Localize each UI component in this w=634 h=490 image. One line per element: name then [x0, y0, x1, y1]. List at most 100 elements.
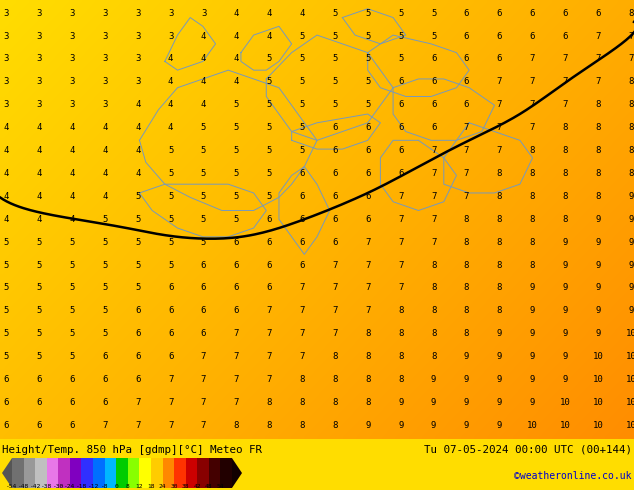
Text: Height/Temp. 850 hPa [gdmp][°C] Meteo FR: Height/Temp. 850 hPa [gdmp][°C] Meteo FR [2, 445, 262, 455]
Text: 38: 38 [182, 484, 190, 489]
Text: 7: 7 [201, 375, 206, 384]
Text: 8: 8 [299, 375, 305, 384]
Text: 3: 3 [4, 31, 9, 41]
Text: 6: 6 [266, 261, 272, 270]
Text: 3: 3 [102, 54, 108, 64]
Text: ©weatheronline.co.uk: ©weatheronline.co.uk [515, 470, 632, 481]
Text: 9: 9 [464, 352, 469, 361]
Text: 7: 7 [266, 306, 272, 316]
Text: 6: 6 [37, 421, 42, 430]
Text: Tu 07-05-2024 00:00 UTC (00+144): Tu 07-05-2024 00:00 UTC (00+144) [424, 445, 632, 455]
Text: 7: 7 [266, 375, 272, 384]
Text: 6: 6 [398, 169, 403, 178]
Text: 8: 8 [431, 261, 436, 270]
Text: 5: 5 [266, 77, 272, 86]
Text: 6: 6 [595, 9, 600, 18]
Text: 3: 3 [37, 77, 42, 86]
Text: 5: 5 [135, 192, 141, 201]
Text: 9: 9 [595, 261, 600, 270]
Text: 8: 8 [496, 284, 502, 293]
Text: 5: 5 [398, 9, 403, 18]
Bar [186, 458, 197, 488]
Text: 6: 6 [135, 306, 141, 316]
Text: 6: 6 [168, 352, 173, 361]
Text: 4: 4 [266, 9, 272, 18]
Text: 8: 8 [398, 306, 403, 316]
Text: 8: 8 [628, 169, 633, 178]
Text: 8: 8 [266, 398, 272, 407]
Text: 6: 6 [135, 375, 141, 384]
Text: 4: 4 [234, 54, 239, 64]
Text: 5: 5 [201, 238, 206, 246]
Text: 18: 18 [147, 484, 155, 489]
Text: 9: 9 [464, 398, 469, 407]
Text: 7: 7 [201, 398, 206, 407]
Text: 7: 7 [299, 329, 305, 338]
Bar [116, 458, 128, 488]
Text: 6: 6 [102, 398, 108, 407]
Text: 7: 7 [299, 284, 305, 293]
Text: 6: 6 [201, 284, 206, 293]
Text: 9: 9 [431, 375, 436, 384]
Text: 4: 4 [37, 192, 42, 201]
Text: 10: 10 [626, 329, 634, 338]
Text: 7: 7 [135, 398, 141, 407]
Text: 5: 5 [299, 77, 305, 86]
Text: 7: 7 [365, 284, 371, 293]
Text: 5: 5 [37, 284, 42, 293]
Text: 7: 7 [332, 284, 338, 293]
Text: 0: 0 [114, 484, 118, 489]
Text: 3: 3 [201, 9, 206, 18]
Text: 5: 5 [4, 329, 9, 338]
Text: 8: 8 [299, 421, 305, 430]
Text: 6: 6 [332, 215, 338, 224]
Text: 3: 3 [69, 9, 75, 18]
Text: 5: 5 [365, 54, 371, 64]
Text: 4: 4 [201, 31, 206, 41]
Text: 7: 7 [464, 192, 469, 201]
Text: 5: 5 [332, 77, 338, 86]
Text: 5: 5 [69, 352, 75, 361]
Text: 4: 4 [135, 123, 141, 132]
Text: 10: 10 [560, 421, 571, 430]
Text: 8: 8 [398, 352, 403, 361]
Text: 3: 3 [135, 9, 141, 18]
Text: -24: -24 [64, 484, 75, 489]
Text: 6: 6 [365, 215, 371, 224]
Text: 5: 5 [168, 146, 173, 155]
Text: 10: 10 [593, 352, 604, 361]
Text: 3: 3 [168, 9, 173, 18]
Text: 5: 5 [266, 169, 272, 178]
Text: 7: 7 [332, 306, 338, 316]
Text: 9: 9 [562, 284, 568, 293]
Text: 5: 5 [332, 9, 338, 18]
Bar [82, 458, 93, 488]
Text: 6: 6 [431, 123, 436, 132]
Text: 9: 9 [529, 375, 535, 384]
Text: 5: 5 [266, 146, 272, 155]
Text: 5: 5 [201, 146, 206, 155]
Text: 5: 5 [332, 31, 338, 41]
Text: 5: 5 [4, 238, 9, 246]
Text: 54: 54 [217, 484, 224, 489]
Text: 5: 5 [37, 352, 42, 361]
Text: 7: 7 [266, 329, 272, 338]
Text: 8: 8 [628, 100, 633, 109]
Text: 8: 8 [595, 169, 600, 178]
Text: 5: 5 [365, 100, 371, 109]
Text: 4: 4 [201, 100, 206, 109]
Text: 9: 9 [628, 261, 633, 270]
Text: 3: 3 [4, 54, 9, 64]
Text: 4: 4 [4, 123, 9, 132]
Text: 5: 5 [234, 146, 239, 155]
Text: 5: 5 [69, 329, 75, 338]
Text: 42: 42 [193, 484, 201, 489]
Text: 6: 6 [234, 306, 239, 316]
Text: 6: 6 [4, 375, 9, 384]
Text: 8: 8 [365, 352, 371, 361]
Text: 10: 10 [527, 421, 538, 430]
Text: 7: 7 [496, 77, 502, 86]
Text: 5: 5 [266, 123, 272, 132]
Text: 8: 8 [431, 306, 436, 316]
Text: 4: 4 [201, 54, 206, 64]
